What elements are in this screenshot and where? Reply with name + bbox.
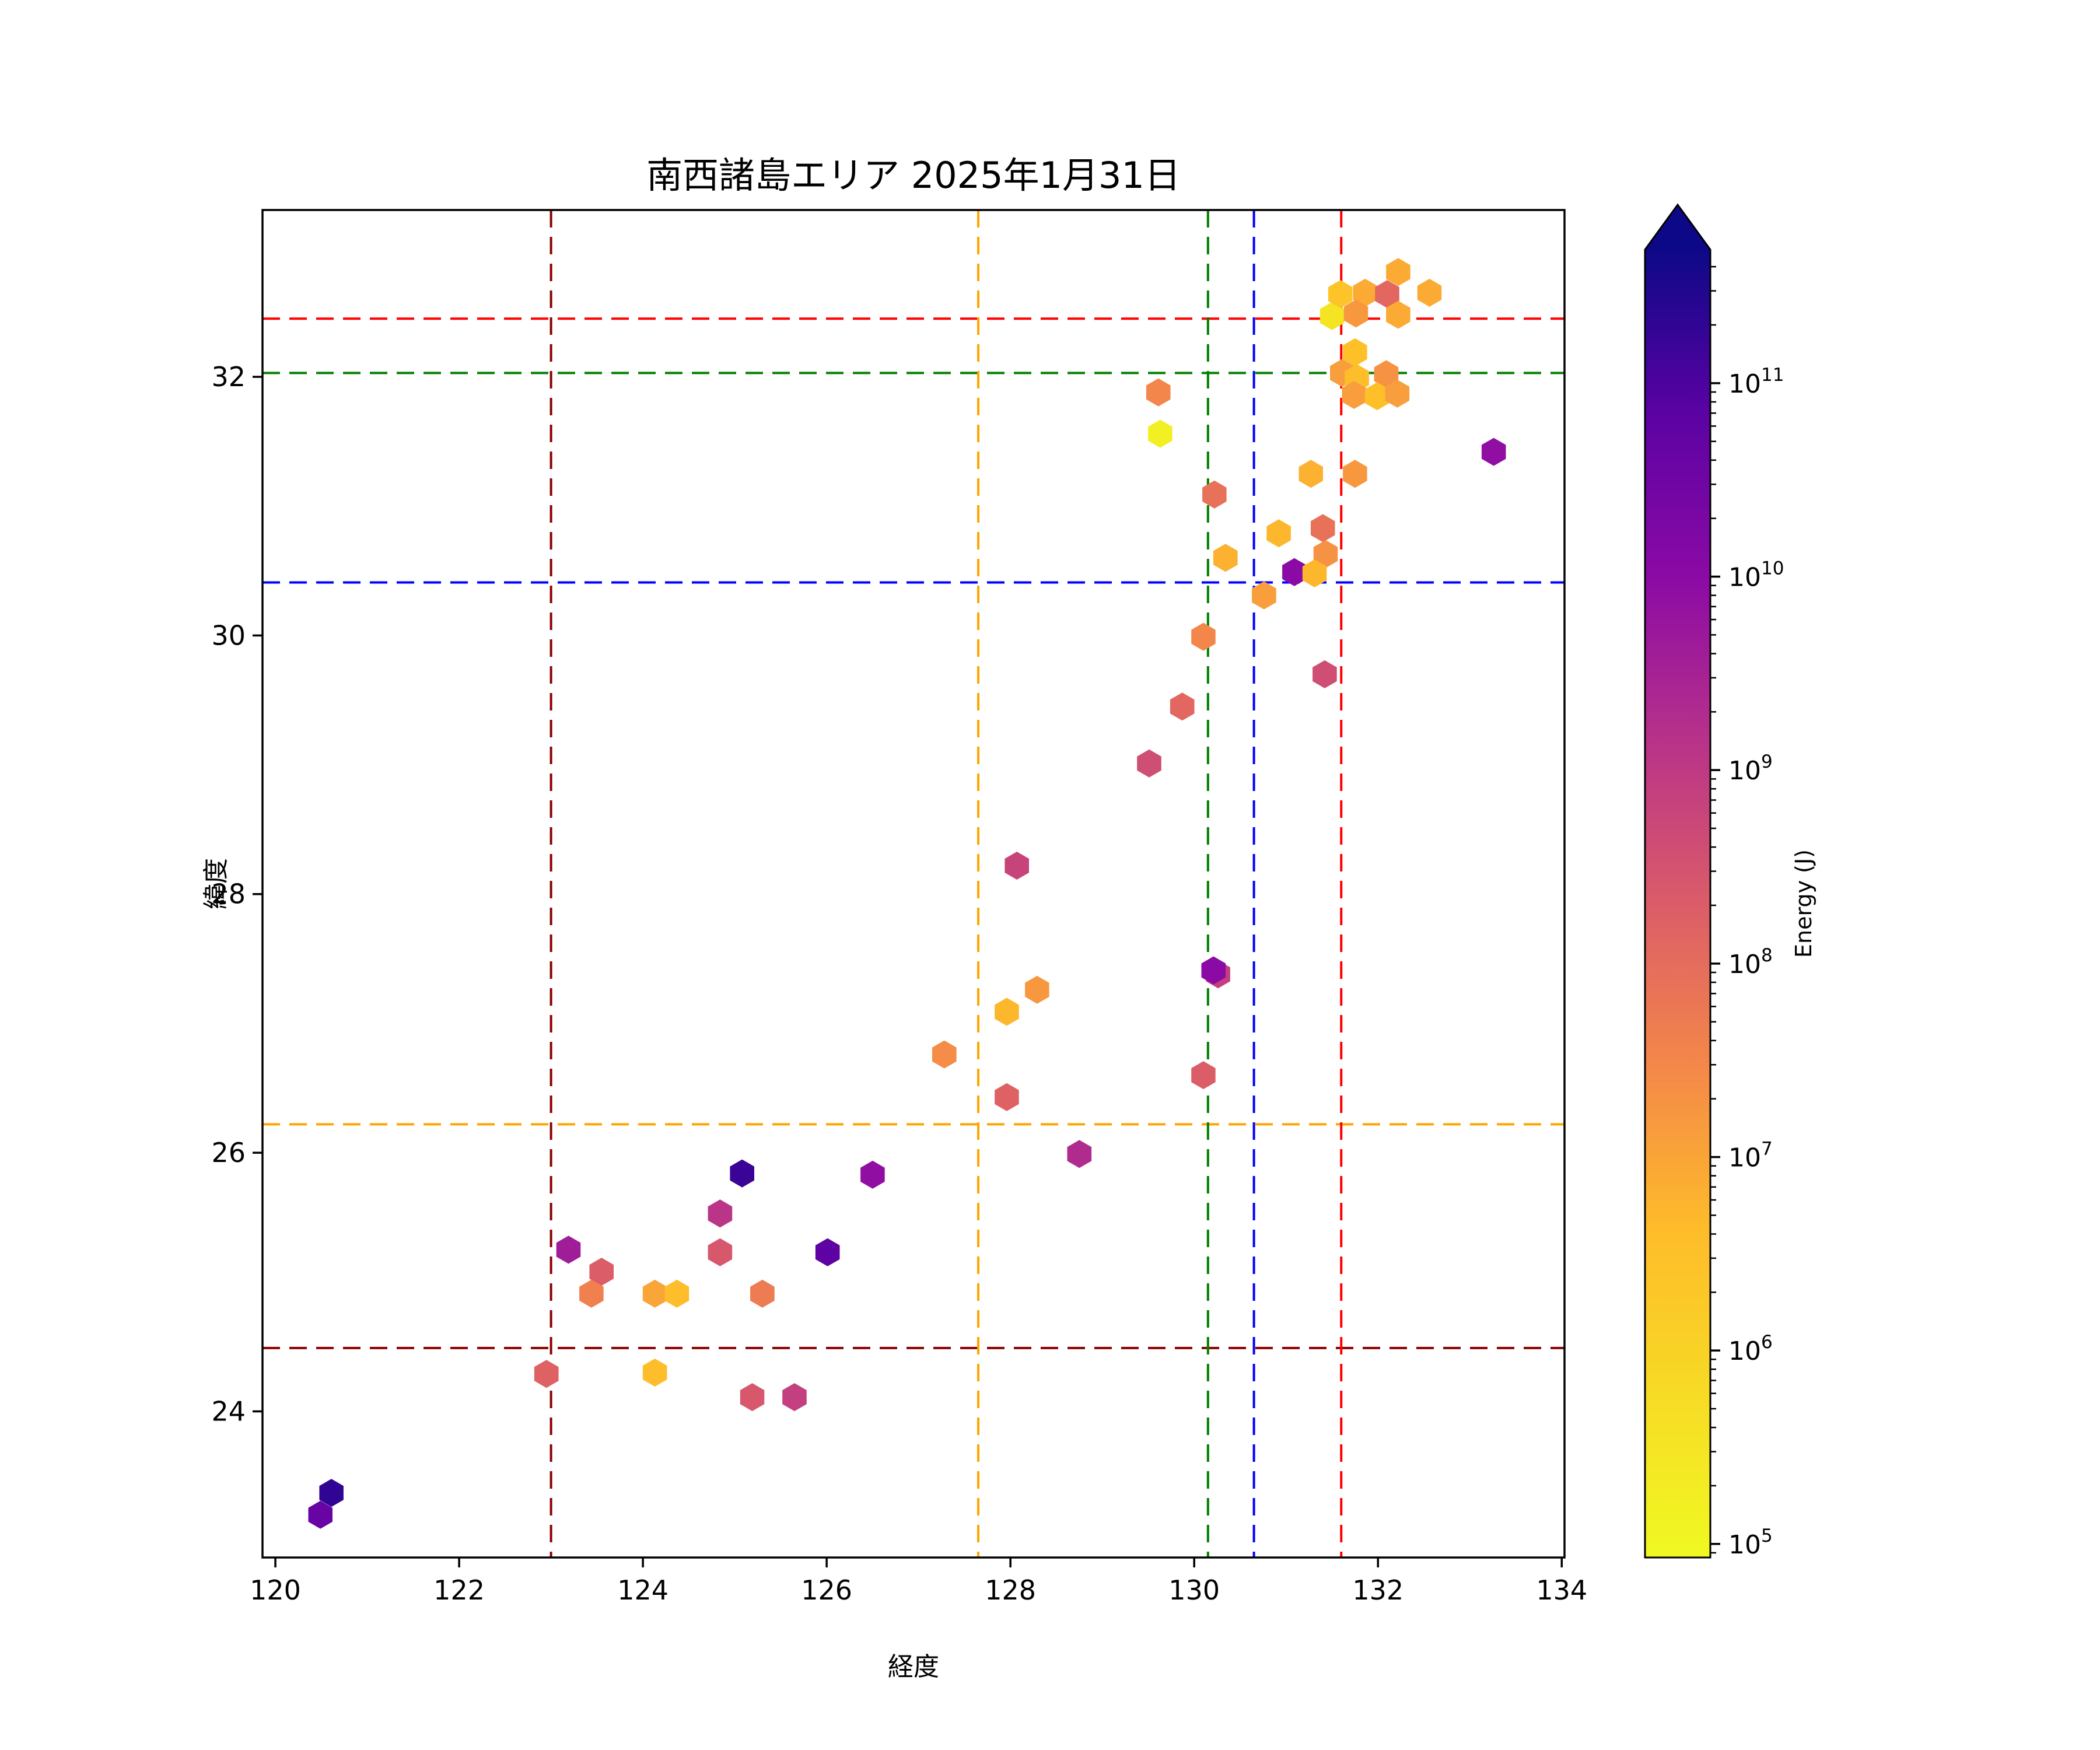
scatter-point (1386, 258, 1410, 286)
y-tick-label: 26 (211, 1137, 246, 1168)
scatter-point (1374, 360, 1399, 388)
y-tick-label: 32 (211, 361, 246, 393)
scatter-point (1312, 660, 1337, 688)
scatter-point (1201, 956, 1226, 985)
scatter-point (642, 1359, 667, 1387)
scatter-point (642, 1279, 667, 1308)
x-axis-label: 経度 (888, 1652, 939, 1682)
scatter-point (1191, 622, 1216, 651)
scatter-point (1005, 852, 1029, 880)
scatter-point (1202, 480, 1227, 509)
scatter-point (579, 1279, 604, 1308)
chart-title: 南西諸島エリア 2025年1月31日 (646, 154, 1181, 197)
colorbar-tick-label: 1010 (1728, 558, 1784, 593)
y-tick-label: 30 (211, 620, 246, 651)
scatter-point (308, 1500, 332, 1529)
x-tick-label: 120 (250, 1574, 301, 1606)
scatter-point (1213, 544, 1238, 572)
x-tick-label: 130 (1168, 1574, 1220, 1606)
colorbar-label: Energy (J) (1791, 849, 1817, 958)
scatter-point (750, 1279, 775, 1308)
colorbar-outline (1644, 203, 1712, 1559)
colorbar-tick-label: 106 (1728, 1332, 1773, 1366)
scatter-point (1385, 379, 1410, 408)
scatter-point (1302, 559, 1327, 587)
y-axis-label: 緯度 (201, 858, 231, 909)
scatter-point (1266, 519, 1291, 548)
scatter-point (1298, 460, 1323, 488)
scatter-point (1481, 438, 1506, 466)
scatter-point (1343, 460, 1367, 488)
colorbar-tick-label: 1011 (1728, 365, 1784, 399)
scatter-point (995, 1083, 1019, 1111)
x-tick-label: 134 (1536, 1574, 1587, 1606)
scatter-point (1417, 278, 1442, 307)
scatter-point (1375, 280, 1399, 309)
scatter-point (782, 1383, 807, 1412)
x-tick-label: 122 (433, 1574, 485, 1606)
scatter-point (860, 1160, 885, 1189)
scatter-point (589, 1258, 614, 1286)
scatter-point (995, 998, 1019, 1026)
scatter-point (1313, 540, 1338, 568)
colorbar-tick-label: 109 (1728, 751, 1773, 786)
plot-frame (261, 209, 1566, 1559)
scatter-point (708, 1199, 733, 1228)
scatter-point (740, 1383, 765, 1412)
y-tick-label: 24 (211, 1395, 246, 1427)
scatter-point (730, 1159, 754, 1188)
colorbar-tick-label: 107 (1728, 1138, 1773, 1172)
scatter-point (1310, 514, 1335, 542)
scatter-point (534, 1360, 559, 1388)
scatter-point (1137, 749, 1161, 778)
scatter-point (1282, 558, 1307, 586)
scatter-point (319, 1479, 344, 1507)
scatter-point (1343, 338, 1367, 366)
scatter-point (1148, 419, 1172, 448)
scatter-point (1252, 581, 1276, 610)
y-tick-label: 28 (211, 878, 246, 910)
scatter-point (1191, 1061, 1216, 1090)
scatter-point (1146, 378, 1171, 407)
x-tick-label: 124 (617, 1574, 668, 1606)
scatter-point (815, 1238, 840, 1266)
scatter-point (1364, 382, 1390, 411)
scatter-point (556, 1236, 581, 1264)
scatter-point (1170, 692, 1195, 721)
colorbar-extend-arrow (1645, 205, 1710, 250)
colorbar-gradient (1645, 250, 1710, 1558)
scatter-point (932, 1040, 957, 1069)
colorbar-tick-label: 108 (1728, 945, 1773, 979)
scatter-point (664, 1279, 690, 1308)
scatter-point (708, 1238, 733, 1266)
scatter-point (1343, 299, 1368, 328)
x-tick-label: 126 (801, 1574, 852, 1606)
scatter-point (1025, 975, 1049, 1004)
scatter-point (1328, 280, 1353, 309)
scatter-point (1067, 1140, 1092, 1168)
colorbar-tick-label: 105 (1728, 1525, 1773, 1560)
x-tick-label: 132 (1352, 1574, 1404, 1606)
scatter-point (1342, 381, 1367, 409)
scatter-point (1386, 300, 1410, 329)
scatter-point (1320, 302, 1345, 330)
scatter-point (1353, 278, 1377, 307)
x-tick-label: 128 (985, 1574, 1036, 1606)
